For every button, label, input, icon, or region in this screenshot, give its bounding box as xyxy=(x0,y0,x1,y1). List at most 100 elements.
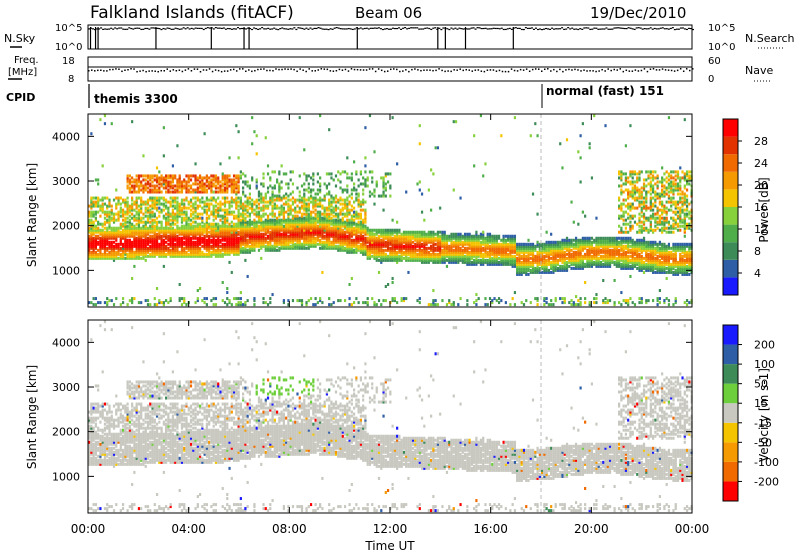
power-cell xyxy=(473,262,476,266)
power-cell xyxy=(140,202,143,206)
freq-point xyxy=(311,70,313,72)
power-cell xyxy=(228,234,231,238)
power-cell xyxy=(312,222,315,226)
power-cell xyxy=(355,212,358,216)
power-cell xyxy=(183,250,186,254)
nsky-point xyxy=(303,28,306,30)
power-cell xyxy=(396,244,399,248)
power-cell xyxy=(332,222,335,226)
power-cell xyxy=(473,240,476,244)
power-cell xyxy=(244,200,247,204)
power-cell xyxy=(405,242,408,246)
power-cell xyxy=(169,190,172,194)
nsky-point xyxy=(428,27,431,30)
power-cell xyxy=(420,242,424,246)
power-cell xyxy=(219,214,222,218)
power-cell xyxy=(217,246,220,250)
power-cell xyxy=(160,226,163,230)
power-cell xyxy=(192,220,195,224)
power-cell xyxy=(144,242,147,246)
power-cell xyxy=(133,236,136,240)
power-cell xyxy=(452,256,455,260)
power-cell xyxy=(169,218,172,222)
power-cell xyxy=(198,228,202,232)
power-cell xyxy=(294,246,297,250)
power-cell xyxy=(328,198,331,202)
power-cell xyxy=(285,210,288,214)
power-cell xyxy=(239,198,242,202)
nsky-point xyxy=(329,28,332,30)
power-cell xyxy=(217,230,220,234)
power-cell xyxy=(237,220,240,224)
power-cell xyxy=(146,220,150,224)
power-cell xyxy=(393,238,396,242)
power-cell xyxy=(414,256,417,260)
power-cell xyxy=(176,212,179,216)
nsky-point xyxy=(581,28,584,30)
power-cell xyxy=(194,236,197,240)
power-cell xyxy=(432,238,435,242)
power-cell xyxy=(436,252,440,256)
power-cell xyxy=(151,224,154,228)
power-cell xyxy=(291,182,295,186)
power-cell xyxy=(280,180,283,184)
power-cell xyxy=(126,184,129,188)
power-cell xyxy=(251,210,254,214)
power-cell xyxy=(291,202,295,206)
power-cell xyxy=(384,188,387,192)
power-cell xyxy=(144,174,147,178)
power-cell xyxy=(180,188,184,192)
power-cell xyxy=(275,238,279,242)
power-cell xyxy=(439,254,442,258)
power-cell xyxy=(362,236,365,240)
power-cell xyxy=(386,228,390,232)
nsky-point xyxy=(196,27,199,29)
power-cell xyxy=(237,226,240,230)
power-cell xyxy=(334,222,338,226)
power-cell xyxy=(151,198,154,202)
power-cell xyxy=(223,182,227,186)
power-cell xyxy=(235,238,238,242)
power-cell xyxy=(128,186,131,190)
power-cell xyxy=(364,214,367,218)
power-cell xyxy=(432,252,435,256)
power-cell xyxy=(217,190,220,194)
power-cell xyxy=(319,226,322,230)
power-cell xyxy=(235,297,238,301)
power-cell xyxy=(357,194,360,198)
power-cell xyxy=(171,210,175,214)
power-cell xyxy=(126,248,129,252)
nsky-point xyxy=(673,28,676,31)
power-cell xyxy=(323,224,326,228)
power-cell xyxy=(183,299,186,303)
power-cell xyxy=(457,254,460,258)
power-cell xyxy=(332,301,335,305)
power-cell xyxy=(112,228,116,232)
power-cell xyxy=(405,246,408,250)
freq-point xyxy=(414,68,416,70)
power-cell xyxy=(251,230,254,234)
power-cell xyxy=(196,250,199,254)
power-cell xyxy=(133,200,136,204)
power-cell xyxy=(119,248,122,252)
power-cell xyxy=(364,212,367,216)
power-cell xyxy=(101,232,104,236)
freq-point xyxy=(314,70,316,72)
power-cell xyxy=(432,248,435,252)
power-cell xyxy=(210,186,213,190)
power-cell xyxy=(253,236,256,240)
power-cell xyxy=(108,252,111,256)
nsky-point xyxy=(653,27,656,30)
power-cell xyxy=(133,250,136,254)
power-cell xyxy=(430,248,433,252)
power-cell xyxy=(187,242,190,246)
power-cell xyxy=(452,244,455,248)
power-cell xyxy=(244,248,247,252)
power-cell xyxy=(384,228,387,232)
power-cell xyxy=(185,210,188,214)
power-cell xyxy=(237,250,240,254)
power-cell xyxy=(291,236,295,240)
power-cell xyxy=(275,198,279,202)
power-cell xyxy=(407,236,410,240)
power-cell xyxy=(94,240,97,244)
